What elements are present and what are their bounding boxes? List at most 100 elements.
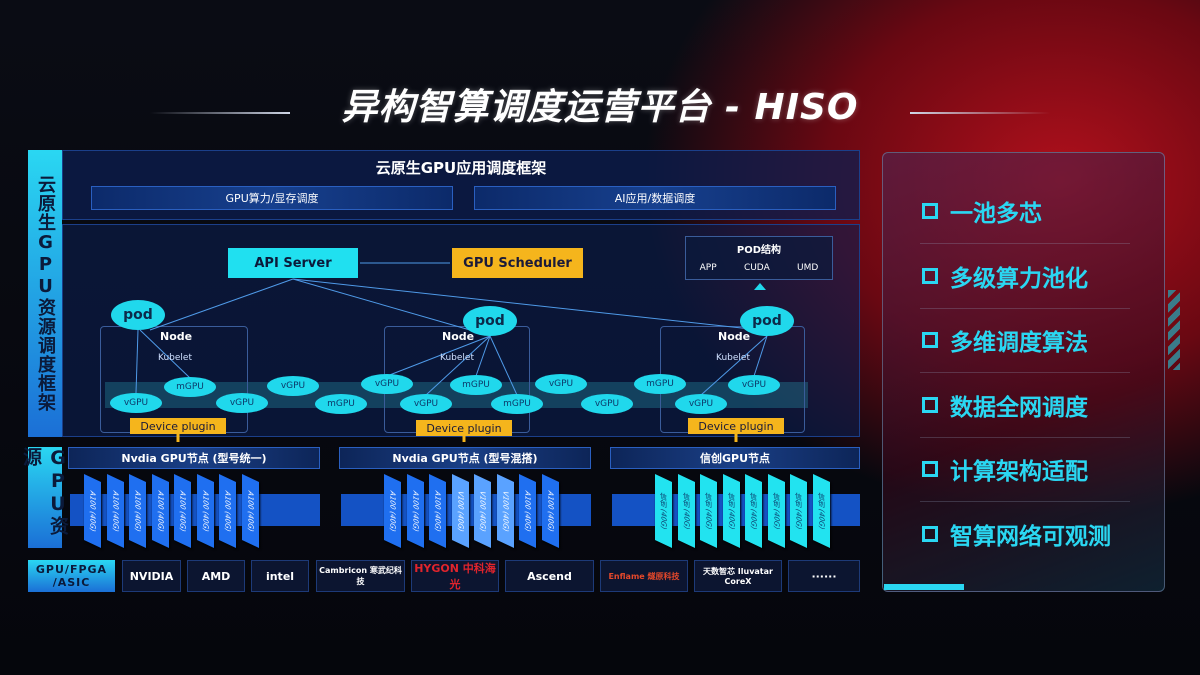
gpu-card: A100 (40G): [84, 474, 101, 548]
checkbox-square-icon: [922, 461, 938, 477]
checkbox-square-icon: [922, 203, 938, 219]
kubelet-label-2: Kubelet: [440, 353, 474, 363]
api-server-box: API Server: [228, 248, 358, 278]
feature-label: 计算架构适配: [950, 459, 1088, 485]
gpu-card: 信创 (40G): [790, 474, 807, 548]
gpu-instance: vGPU: [535, 374, 587, 394]
pod-structure-title: POD结构: [736, 245, 782, 256]
gpu-scheduler-box: GPU Scheduler: [452, 248, 583, 278]
vendor-logo: AMD: [187, 560, 245, 592]
gpu-compute-scheduling: GPU算力/显存调度: [91, 186, 453, 210]
feature-label: 数据全网调度: [950, 394, 1088, 421]
gpu-instance: mGPU: [450, 375, 502, 395]
gpu-card: V100 (40G): [474, 474, 491, 548]
gpu-instance: vGPU: [581, 394, 633, 414]
gpu-card: 信创 (40G): [722, 474, 740, 548]
feature-label: 智算网络可观测: [950, 523, 1111, 550]
device-plugin-3: Device plugin: [688, 418, 784, 434]
gpu-card: A100 (40G): [541, 474, 559, 548]
feature-item: 多级算力池化: [922, 259, 1088, 293]
gpu-card: A100 (40G): [174, 474, 191, 548]
node-label-2: Node: [442, 330, 475, 343]
gpu-card: 信创 (40G): [745, 474, 762, 548]
pod-struct-app: APP: [699, 263, 717, 273]
divider: [920, 243, 1130, 244]
feature-item: 智算网络可观测: [922, 517, 1111, 551]
vendor-logo: Enflame 燧原科技: [600, 560, 688, 592]
gpu-instance: mGPU: [491, 394, 543, 414]
divider: [920, 436, 1130, 438]
gpu-instance: mGPU: [164, 377, 216, 397]
feature-label: 一池多芯: [950, 201, 1042, 227]
gpu-instance: mGPU: [634, 374, 686, 394]
checkbox-square-icon: [922, 525, 938, 542]
kubelet-label-1: Kubelet: [158, 353, 192, 363]
vendor-logo: ······: [788, 560, 860, 592]
gpu-card: A100 (40G): [519, 474, 536, 548]
title-line-left: [150, 112, 290, 114]
feature-item: 计算架构适配: [922, 452, 1088, 486]
checkbox-square-icon: [922, 396, 938, 413]
vendor-logo: Ascend: [505, 560, 594, 592]
gpu-instance: vGPU: [216, 393, 268, 413]
resource-header-1: Nvdia GPU节点 (型号统一): [68, 447, 320, 469]
feature-label: 多级算力池化: [950, 265, 1088, 292]
framework-header-panel: [62, 150, 860, 220]
gpu-card: 信创 (40G): [812, 474, 830, 548]
page-title: 异构智算调度运营平台 - HISO: [341, 87, 859, 128]
gpu-card: A100 (40G): [384, 474, 401, 548]
device-plugin-2: Device plugin: [416, 420, 512, 436]
gpu-card: A100 (40G): [151, 474, 169, 548]
gpu-card: A100 (40G): [406, 474, 424, 548]
device-plugin-1: Device plugin: [130, 418, 226, 434]
feature-item: 数据全网调度: [922, 388, 1088, 422]
vendor-logo: HYGON 中科海光: [411, 560, 499, 592]
vendor-logo: 天数智芯 Iluvatar CoreX: [694, 560, 782, 592]
gpu-card: V100 (40G): [496, 474, 514, 548]
checkbox-square-icon: [922, 267, 938, 284]
pod-2: pod: [463, 306, 517, 336]
pod-struct-cuda: CUDA: [743, 263, 770, 273]
gpu-card: 信创 (40G): [677, 474, 695, 548]
gpu-card: 信创 (40G): [655, 474, 672, 548]
gpu-instance: vGPU: [267, 376, 319, 396]
divider: [920, 307, 1130, 309]
node-label-3: Node: [718, 330, 751, 343]
gpu-card: 信创 (40G): [767, 474, 785, 548]
pod-struct-umd: UMD: [797, 263, 819, 273]
gpu-instance: mGPU: [315, 394, 367, 414]
gpu-card: A100 (40G): [429, 474, 446, 548]
vendor-logo: intel: [251, 560, 309, 592]
pod-1: pod: [111, 300, 165, 330]
vendor-logo: Cambricon 寒武纪科技: [316, 560, 405, 592]
framework-header: 云原生GPU应用调度框架: [375, 158, 547, 177]
divider: [920, 372, 1130, 373]
gpu-instance: vGPU: [728, 375, 780, 395]
feature-item: 多维调度算法: [922, 323, 1088, 357]
resource-header-2: Nvdia GPU节点 (型号混搭): [339, 447, 591, 469]
gpu-instance: vGPU: [361, 374, 413, 394]
gpu-card: 信创 (40G): [700, 474, 717, 548]
framework-side-label: 云原生GPU资源调度框架: [28, 150, 62, 437]
feature-label: 多维调度算法: [950, 330, 1088, 356]
panel-stripes: [1168, 290, 1180, 370]
gpu-card: A100 (40G): [196, 474, 214, 548]
divider: [920, 501, 1130, 502]
gpu-card: A100 (40G): [219, 474, 236, 548]
kubelet-label-3: Kubelet: [716, 353, 750, 363]
pod-structure-box: POD结构 APP CUDA UMD: [685, 236, 833, 280]
gpu-card: A100 (40G): [129, 474, 146, 548]
pod-3: pod: [740, 306, 794, 336]
feature-item: 一池多芯: [922, 194, 1042, 228]
features-panel: [882, 152, 1165, 592]
gpu-card: A100 (40G): [106, 474, 124, 548]
vendor-label: GPU/FPGA /ASIC: [28, 560, 115, 592]
ai-data-scheduling: AI应用/数据调度: [474, 186, 836, 210]
gpu-card: A100 (40G): [241, 474, 259, 548]
gpu-instance: vGPU: [400, 394, 452, 414]
vendor-logo: NVIDIA: [122, 560, 181, 592]
node-label-1: Node: [160, 330, 193, 343]
resource-header-3: 信创GPU节点: [610, 447, 860, 469]
gpu-card: V100 (40G): [451, 474, 469, 548]
